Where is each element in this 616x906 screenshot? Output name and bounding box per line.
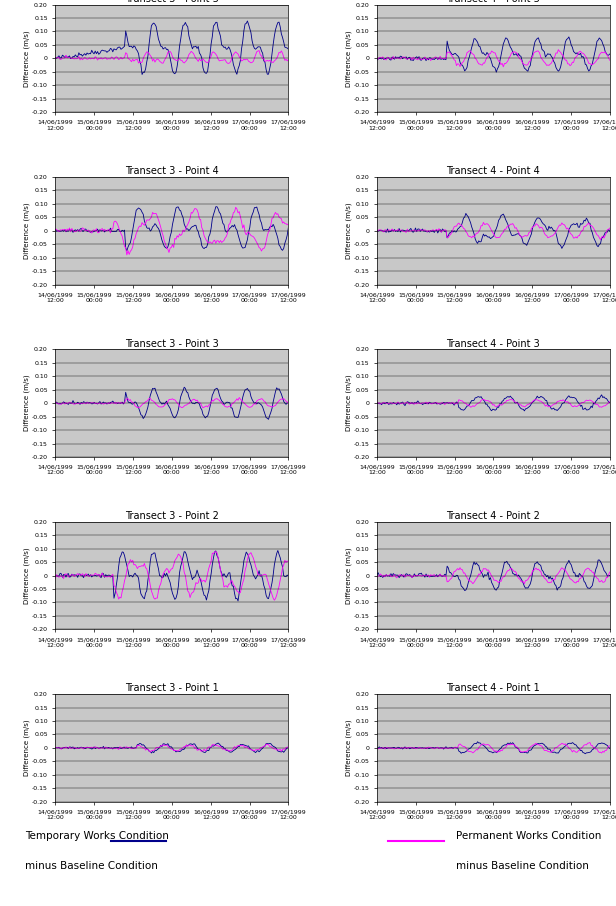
- Text: Temporary Works Condition: Temporary Works Condition: [25, 832, 169, 842]
- Title: Transect 4 - Point 1: Transect 4 - Point 1: [447, 683, 540, 693]
- Title: Transect 3 - Point 1: Transect 3 - Point 1: [125, 683, 219, 693]
- Y-axis label: Difference (m/s): Difference (m/s): [24, 547, 30, 604]
- Title: Transect 3 - Point 5: Transect 3 - Point 5: [125, 0, 219, 4]
- Title: Transect 3 - Point 3: Transect 3 - Point 3: [125, 339, 219, 349]
- Title: Transect 3 - Point 2: Transect 3 - Point 2: [125, 511, 219, 521]
- Title: Transect 4 - Point 3: Transect 4 - Point 3: [447, 339, 540, 349]
- Y-axis label: Difference (m/s): Difference (m/s): [24, 30, 30, 87]
- Y-axis label: Difference (m/s): Difference (m/s): [24, 375, 30, 431]
- Y-axis label: Difference (m/s): Difference (m/s): [346, 547, 352, 604]
- Y-axis label: Difference (m/s): Difference (m/s): [346, 719, 352, 776]
- Y-axis label: Difference (m/s): Difference (m/s): [24, 202, 30, 259]
- Y-axis label: Difference (m/s): Difference (m/s): [24, 719, 30, 776]
- Title: Transect 3 - Point 4: Transect 3 - Point 4: [125, 166, 219, 176]
- Y-axis label: Difference (m/s): Difference (m/s): [346, 375, 352, 431]
- Title: Transect 4 - Point 2: Transect 4 - Point 2: [447, 511, 540, 521]
- Text: minus Baseline Condition: minus Baseline Condition: [25, 861, 158, 872]
- Text: minus Baseline Condition: minus Baseline Condition: [456, 861, 589, 872]
- Title: Transect 4 - Point 5: Transect 4 - Point 5: [447, 0, 540, 4]
- Title: Transect 4 - Point 4: Transect 4 - Point 4: [447, 166, 540, 176]
- Y-axis label: Difference (m/s): Difference (m/s): [346, 202, 352, 259]
- Y-axis label: Difference (m/s): Difference (m/s): [346, 30, 352, 87]
- Text: Permanent Works Condition: Permanent Works Condition: [456, 832, 601, 842]
